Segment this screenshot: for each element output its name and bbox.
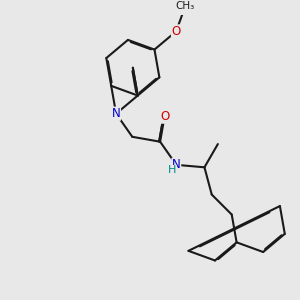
Text: O: O bbox=[172, 25, 181, 38]
Text: CH₃: CH₃ bbox=[176, 1, 195, 11]
Text: N: N bbox=[112, 107, 121, 120]
Text: N: N bbox=[172, 158, 181, 171]
Text: O: O bbox=[160, 110, 169, 123]
Text: H: H bbox=[168, 166, 176, 176]
